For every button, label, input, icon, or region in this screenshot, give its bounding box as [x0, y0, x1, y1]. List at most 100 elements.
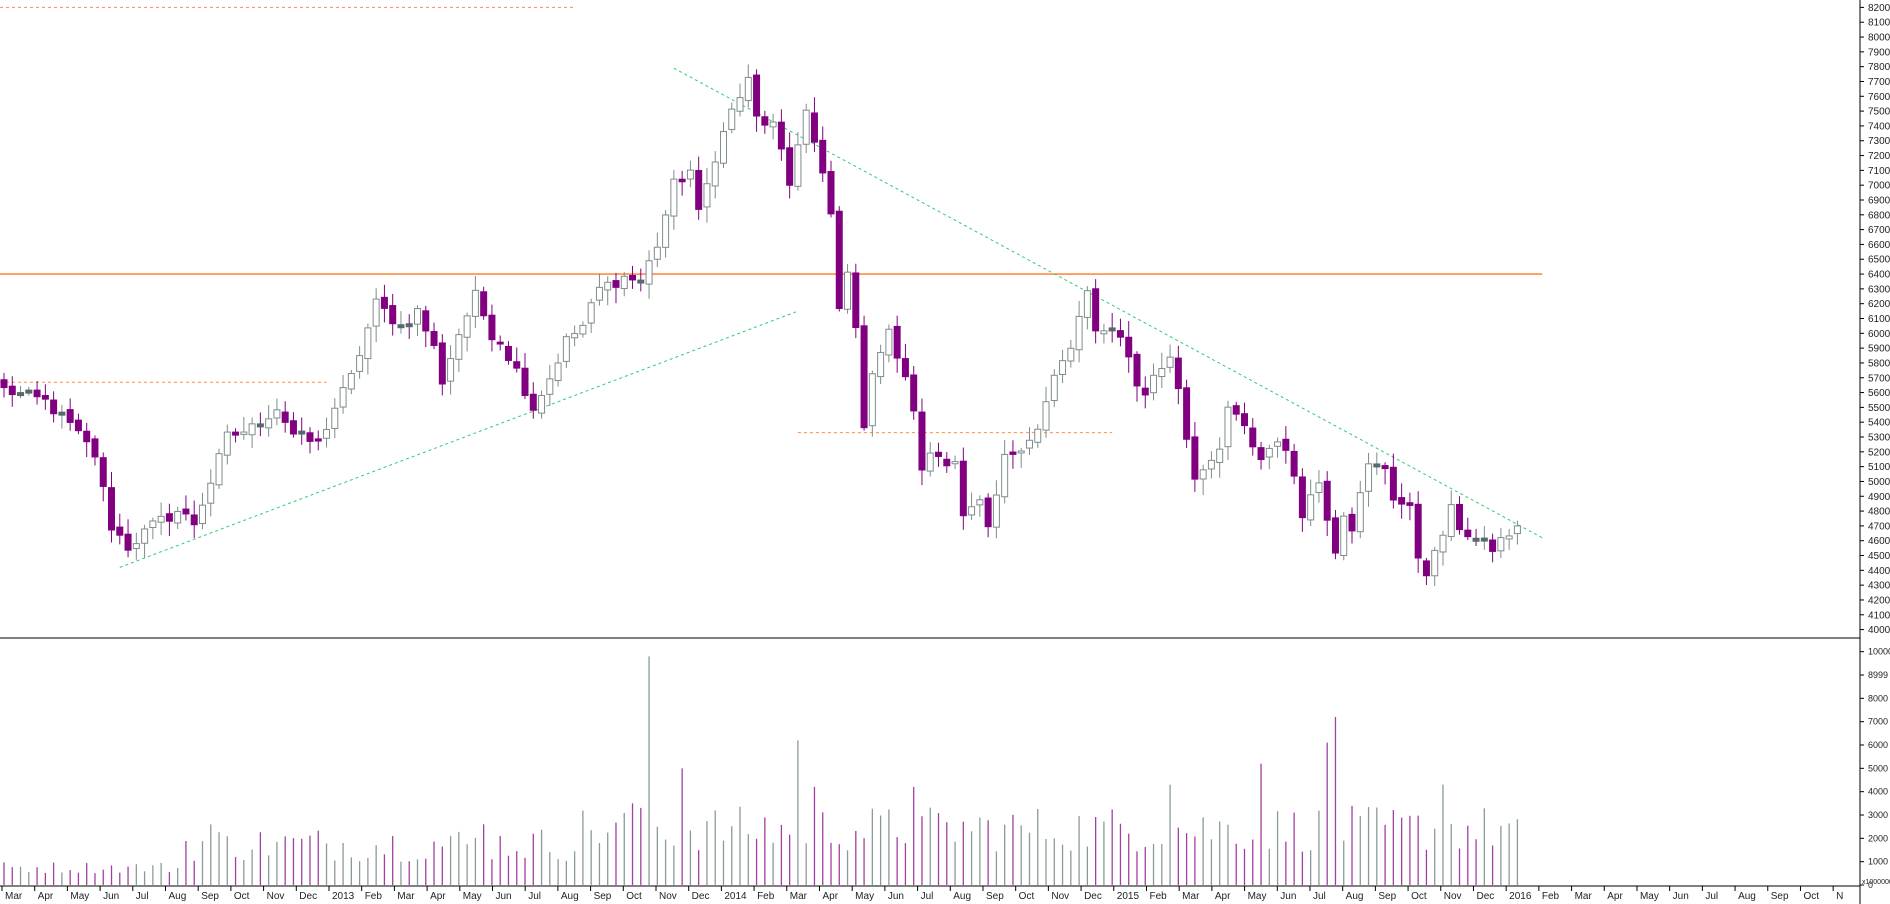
candle-body — [587, 302, 595, 324]
candle-body — [1183, 387, 1191, 440]
candle-body — [1389, 466, 1397, 501]
candle-body — [1414, 503, 1422, 559]
candle-body — [132, 543, 140, 550]
volume-tick-label: 8999 — [1868, 670, 1888, 680]
price-tick-label: 8100 — [1868, 18, 1890, 29]
candle-body — [1307, 494, 1315, 521]
volume-tick-label: 1000 — [1868, 857, 1888, 867]
candle-body — [736, 97, 744, 112]
candle-body — [926, 452, 934, 472]
candle-body — [165, 513, 173, 522]
candle-body — [935, 451, 943, 457]
volume-multiplier-label: x1000000 — [1862, 879, 1890, 886]
candle-body — [868, 373, 876, 427]
month-label: 2014 — [724, 891, 747, 902]
candle-body — [1067, 347, 1075, 362]
candle-body — [17, 392, 25, 397]
candle-body — [943, 458, 951, 467]
month-label: Jun — [495, 891, 511, 902]
candle-body — [339, 387, 347, 408]
volume-panel — [3, 656, 1519, 885]
price-tick-label: 7400 — [1868, 121, 1890, 132]
candle-body — [1133, 353, 1141, 387]
month-label: Jul — [1705, 891, 1718, 902]
month-label: Feb — [757, 891, 775, 902]
month-label: Apr — [822, 891, 838, 902]
candle-body — [66, 409, 74, 423]
price-tick-label: 4700 — [1868, 521, 1890, 532]
candle-body — [992, 494, 1000, 528]
candle-body — [1207, 459, 1215, 470]
month-label: Oct — [1803, 891, 1819, 902]
candle-body — [50, 399, 58, 415]
candle-body — [562, 336, 570, 362]
month-label: 2016 — [1509, 891, 1532, 902]
candle-body — [1472, 537, 1480, 542]
month-label: Mar — [5, 891, 23, 902]
candle-body — [852, 272, 860, 329]
volume-tick-label: 4000 — [1868, 787, 1888, 797]
month-label: Nov — [1051, 891, 1069, 902]
month-label: Oct — [1019, 891, 1035, 902]
candle-body — [314, 438, 322, 442]
month-label: Sep — [1771, 891, 1789, 902]
candle-body — [711, 161, 719, 187]
candle-body — [141, 528, 149, 544]
volume-tick-label: 8000 — [1868, 693, 1888, 703]
candle-body — [99, 457, 107, 487]
candle-body — [703, 183, 711, 208]
candle-body — [232, 431, 240, 436]
candle-body — [182, 508, 190, 515]
candle-body — [1125, 336, 1133, 358]
month-label: Jun — [103, 891, 119, 902]
candle-body — [1216, 448, 1224, 464]
candle-body — [885, 328, 893, 356]
candle-body — [190, 514, 198, 526]
candle-body — [1365, 463, 1373, 492]
candle-body — [951, 461, 959, 465]
candle-body — [298, 430, 306, 435]
candle-body — [1290, 450, 1298, 477]
candle-body — [256, 423, 264, 428]
price-tick-label: 4300 — [1868, 581, 1890, 592]
candle-body — [83, 430, 91, 443]
candle-body — [289, 420, 297, 435]
candle-body — [719, 130, 727, 164]
candle-body — [1257, 447, 1265, 461]
price-tick-label: 7200 — [1868, 151, 1890, 162]
month-label: Feb — [1542, 891, 1560, 902]
candle-body — [612, 280, 620, 288]
candle-body — [215, 453, 223, 486]
candle-body — [1232, 405, 1240, 415]
candle-body — [389, 305, 397, 325]
price-tick-label: 5900 — [1868, 344, 1890, 355]
candle-body — [1092, 288, 1100, 332]
candle-body — [1480, 537, 1488, 542]
candle-body — [554, 362, 562, 382]
price-tick-label: 7100 — [1868, 166, 1890, 177]
candle-body — [728, 108, 736, 130]
candle-body — [405, 323, 413, 328]
price-tick-label: 7900 — [1868, 47, 1890, 58]
candle-body — [1141, 387, 1149, 396]
month-label: Jul — [1313, 891, 1326, 902]
candle-body — [579, 324, 587, 335]
price-tick-label: 6000 — [1868, 329, 1890, 340]
candle-body — [695, 170, 703, 210]
volume-tick-label: 2000 — [1868, 833, 1888, 843]
price-tick-label: 6700 — [1868, 225, 1890, 236]
candle-body — [1083, 290, 1091, 318]
candle-body — [1456, 503, 1464, 531]
candle-body — [372, 298, 380, 327]
candle-body — [777, 121, 785, 150]
candle-body — [513, 361, 521, 369]
price-tick-label: 4200 — [1868, 595, 1890, 606]
price-tick-label: 8200 — [1868, 3, 1890, 14]
candle-body — [306, 432, 314, 442]
month-label: Aug — [1346, 891, 1364, 902]
price-tick-label: 6400 — [1868, 270, 1890, 281]
time-axis: Mar Apr May Jun Jul Aug Sep Oct Nov Dec 2013 Feb Mar… — [1, 886, 1843, 902]
month-label: Dec — [299, 891, 317, 902]
candle-body — [1108, 327, 1116, 332]
